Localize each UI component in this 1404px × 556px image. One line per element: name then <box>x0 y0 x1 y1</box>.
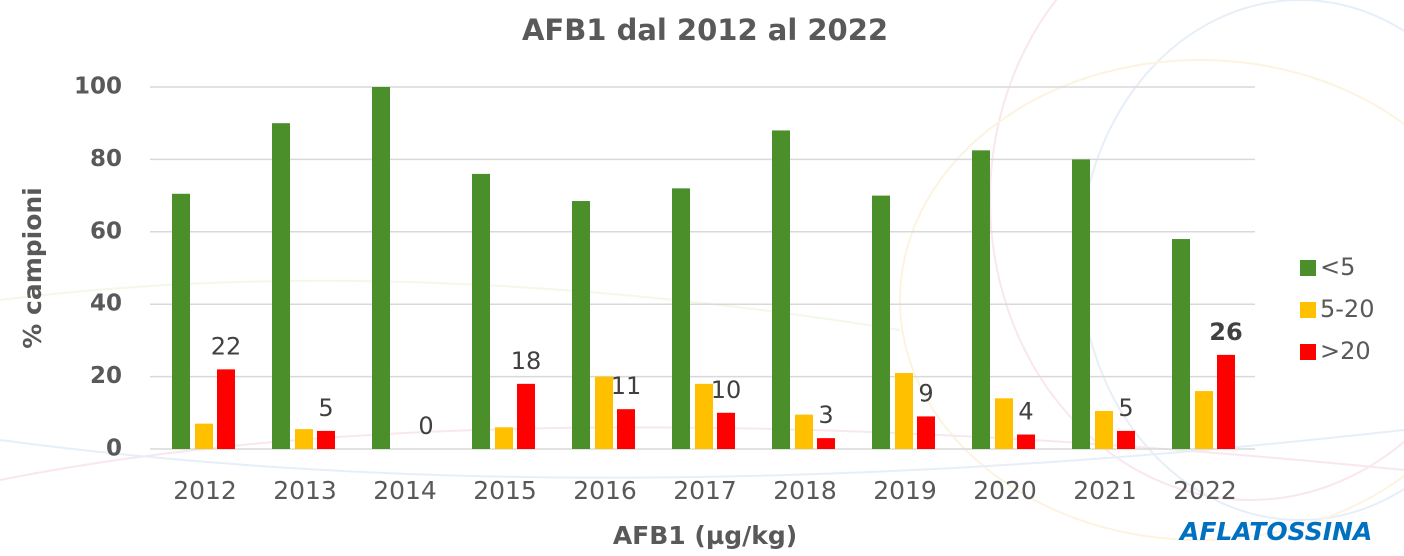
legend-swatch <box>1300 302 1316 318</box>
bar <box>1195 391 1213 449</box>
bar <box>1172 239 1190 449</box>
legend-label: <5 <box>1320 253 1355 281</box>
data-label: 3 <box>818 401 833 429</box>
legend-label: 5-20 <box>1320 295 1374 323</box>
y-tick-label: 40 <box>90 291 122 317</box>
bar <box>572 201 590 449</box>
bar <box>895 372 913 449</box>
bar <box>372 87 390 449</box>
bar <box>1072 159 1090 449</box>
bar <box>795 414 813 449</box>
x-tick-label: 2021 <box>1073 476 1137 505</box>
y-tick-label: 80 <box>90 146 122 172</box>
bar <box>172 193 190 449</box>
x-tick-label: 2014 <box>373 476 437 505</box>
data-label: 18 <box>511 347 542 375</box>
bar <box>995 398 1013 449</box>
x-tick-label: 2012 <box>173 476 237 505</box>
x-tick-label: 2022 <box>1173 476 1237 505</box>
y-tick-label: 60 <box>90 218 122 244</box>
background-decoration <box>0 0 1404 541</box>
annotation: AFLATOSSINA <box>1178 517 1372 546</box>
data-label: 26 <box>1209 318 1242 346</box>
y-tick-label: 0 <box>106 436 122 462</box>
y-tick-label: 100 <box>74 74 122 100</box>
bar <box>295 429 313 449</box>
bar <box>272 123 290 449</box>
bar <box>872 195 890 449</box>
data-label: 5 <box>1118 394 1133 422</box>
y-tick-label: 20 <box>90 363 122 389</box>
x-tick-label: 2016 <box>573 476 637 505</box>
data-label: 0 <box>418 412 433 440</box>
x-tick-label: 2019 <box>873 476 937 505</box>
bar <box>595 376 613 449</box>
x-tick-label: 2013 <box>273 476 337 505</box>
bar <box>1017 434 1035 449</box>
bar <box>1117 430 1135 449</box>
bar <box>972 150 990 449</box>
bar <box>772 130 790 449</box>
x-tick-label: 2020 <box>973 476 1037 505</box>
bar <box>517 383 535 449</box>
legend-swatch <box>1300 260 1316 276</box>
chart-title: AFB1 dal 2012 al 2022 <box>522 13 888 47</box>
bar <box>917 416 935 449</box>
data-label: 4 <box>1018 398 1033 426</box>
data-label: 9 <box>918 379 933 407</box>
bar <box>817 438 835 449</box>
data-label: 10 <box>711 376 742 404</box>
bar <box>1217 354 1235 449</box>
x-tick-label: 2018 <box>773 476 837 505</box>
x-axis-title: AFB1 (µg/kg) <box>613 521 797 550</box>
y-axis-title: % campioni <box>18 187 47 349</box>
bar <box>217 369 235 449</box>
bar <box>195 423 213 449</box>
data-label: 11 <box>611 372 642 400</box>
x-tick-label: 2015 <box>473 476 537 505</box>
x-tick-label: 2017 <box>673 476 737 505</box>
data-label: 5 <box>318 394 333 422</box>
legend-label: >20 <box>1320 337 1371 365</box>
data-label: 22 <box>211 332 242 360</box>
bar <box>672 188 690 450</box>
bar <box>695 383 713 449</box>
bar <box>717 412 735 449</box>
bar <box>1095 410 1113 449</box>
bar <box>317 430 335 449</box>
bar <box>495 427 513 449</box>
bar <box>617 409 635 449</box>
bar <box>472 173 490 449</box>
legend-swatch <box>1300 344 1316 360</box>
